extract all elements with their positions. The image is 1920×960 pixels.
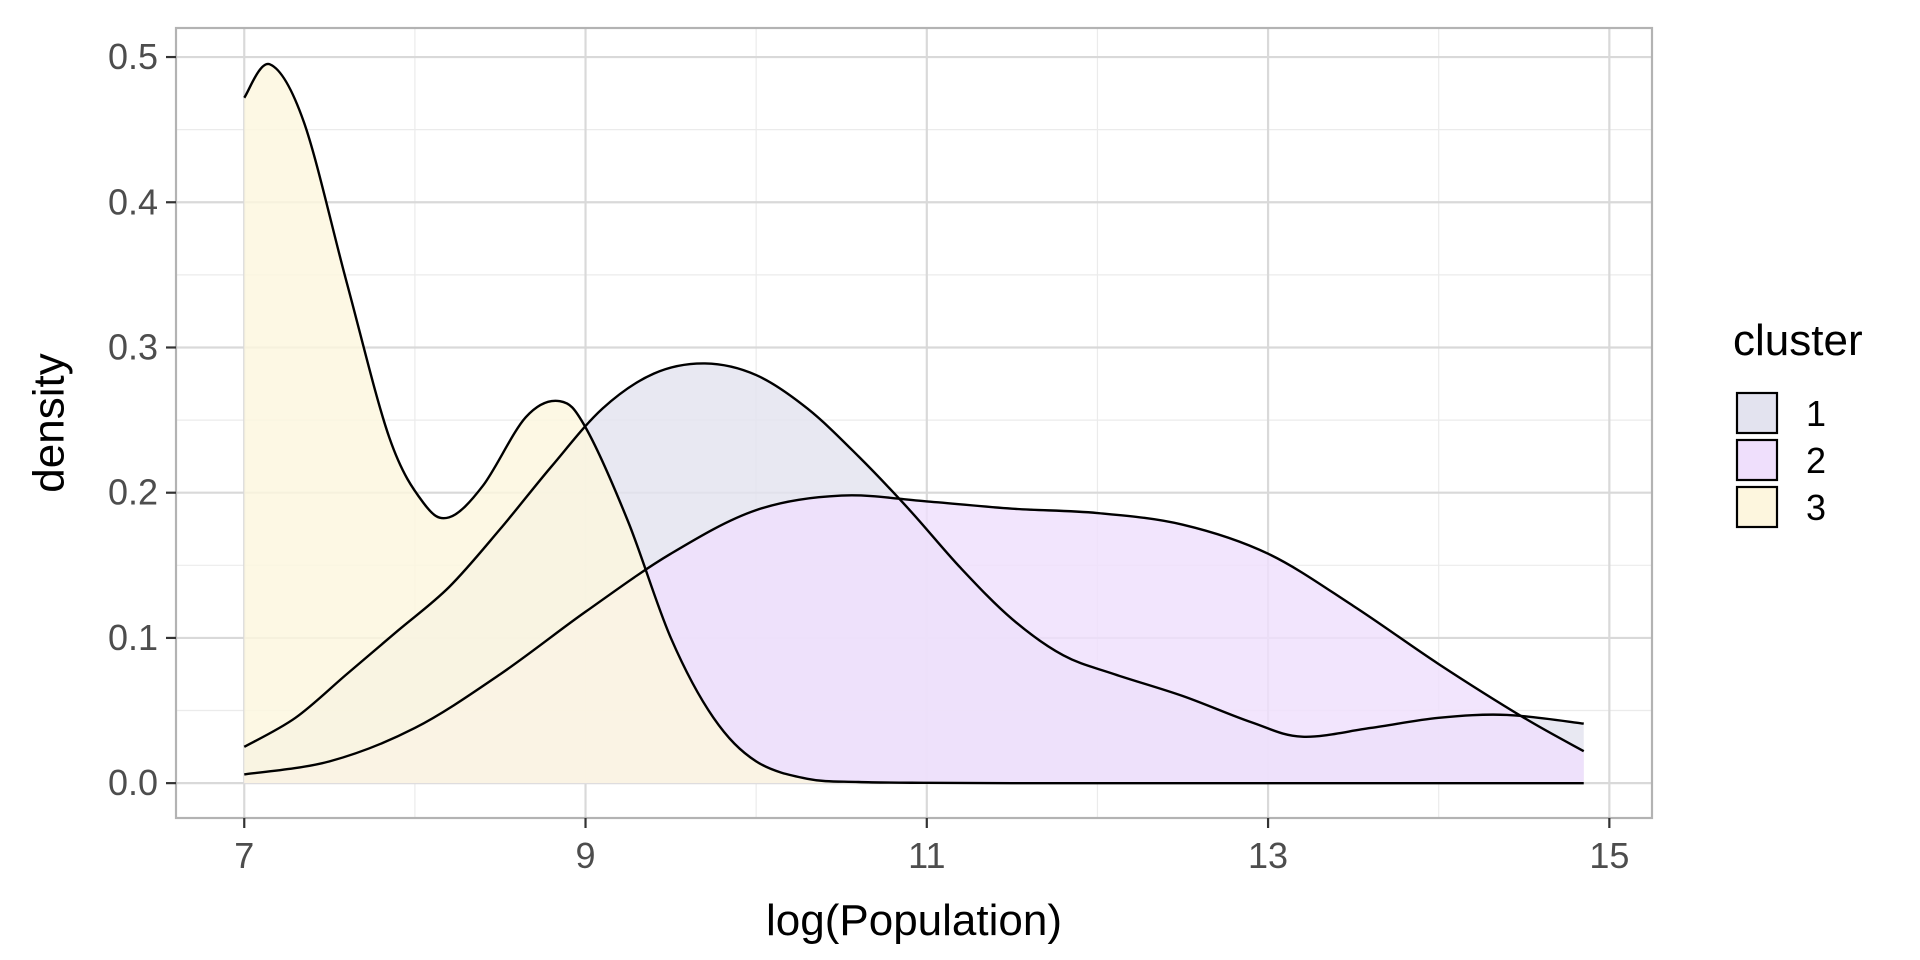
x-tick-label: 13 bbox=[1248, 835, 1288, 876]
density-line-cluster-3 bbox=[243, 63, 1584, 785]
density-areas bbox=[243, 63, 1585, 785]
legend-key-cluster-3 bbox=[1735, 485, 1779, 529]
x-tick-label: 11 bbox=[908, 835, 945, 876]
x-tick-label: 7 bbox=[234, 835, 254, 876]
density-line-cluster-1 bbox=[243, 362, 1584, 748]
panel-border bbox=[174, 26, 1654, 820]
y-axis-title: density bbox=[24, 353, 73, 492]
axis-ticks: 7 9 11 13 15 0.0 0.1 0.2 0.3 0.4 0.5 bbox=[108, 36, 1629, 876]
y-tick-label: 0.5 bbox=[108, 36, 158, 77]
legend-key-cluster-2 bbox=[1735, 438, 1779, 482]
legend-key-cluster-1 bbox=[1735, 391, 1779, 435]
legend: cluster 1 2 3 bbox=[1733, 316, 1863, 529]
density-line-cluster-2 bbox=[244, 494, 1585, 776]
x-axis-title: log(Population) bbox=[766, 896, 1062, 945]
legend-label-cluster-2: 2 bbox=[1806, 440, 1826, 481]
density-area-cluster-3 bbox=[244, 63, 1584, 784]
legend-title: cluster bbox=[1733, 316, 1863, 365]
legend-label-cluster-1: 1 bbox=[1806, 393, 1826, 434]
y-tick-label: 0.3 bbox=[108, 326, 158, 367]
x-tick-label: 15 bbox=[1589, 835, 1629, 876]
legend-label-cluster-3: 3 bbox=[1806, 487, 1826, 528]
y-tick-label: 0.4 bbox=[108, 181, 158, 222]
y-tick-label: 0.1 bbox=[108, 617, 158, 658]
y-tick-label: 0.0 bbox=[108, 762, 158, 803]
x-tick-label: 9 bbox=[576, 835, 596, 876]
y-tick-label: 0.2 bbox=[108, 472, 158, 513]
panel-frame bbox=[174, 26, 1654, 820]
